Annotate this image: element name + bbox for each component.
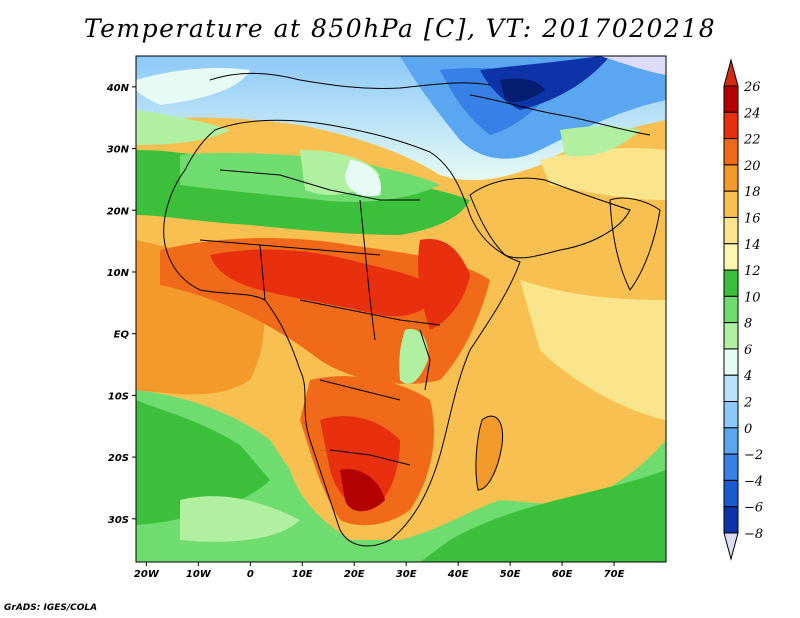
colorbar-label: 2 <box>743 396 752 411</box>
colorbar-swatch <box>723 374 739 403</box>
map-title: Temperature at 850hPa [C], VT: 201702021… <box>83 14 717 43</box>
credit-text: GrADS: IGES/COLA <box>4 603 98 613</box>
x-tick-label: 40E <box>447 569 469 580</box>
colorbar-label: −4 <box>744 474 763 489</box>
y-tick-label: EQ <box>114 330 130 341</box>
y-tick-label: 30N <box>107 145 130 156</box>
coastlines-borders <box>163 72 661 547</box>
x-axis: 20W 10W 0 10E 20E 30E 40E 50E 60E 70E <box>134 562 625 580</box>
colorbar-swatch <box>723 190 739 218</box>
colorbar-swatch <box>723 111 739 140</box>
colorbar-label: 8 <box>744 317 752 332</box>
x-tick-label: 60E <box>552 569 573 580</box>
colorbar-swatch <box>723 269 739 297</box>
colorbar-label: 10 <box>744 290 761 305</box>
colorbar-label: 20 <box>743 159 761 174</box>
plot-frame <box>135 55 667 563</box>
x-tick-label: 0 <box>247 569 254 580</box>
y-tick-label: 40N <box>106 83 130 94</box>
colorbar-label: 24 <box>743 106 761 121</box>
colorbar-below-triangle <box>723 532 739 561</box>
y-tick-label: 20N <box>107 206 130 217</box>
x-tick-label: 30E <box>396 569 417 580</box>
colorbar-label: 14 <box>744 238 761 253</box>
colorbar-swatch <box>723 85 739 113</box>
y-tick-label: 20S <box>108 453 129 464</box>
colorbar-label: −6 <box>744 501 763 516</box>
colorbar-label: 0 <box>744 422 752 437</box>
colorbar-swatch <box>723 138 739 166</box>
colorbar-swatch <box>723 243 739 271</box>
x-tick-label: 20W <box>134 569 160 580</box>
colorbar-swatch <box>723 453 739 481</box>
colorbar-label: 6 <box>744 343 752 358</box>
colorbar-swatch <box>723 164 739 192</box>
colorbar-label: 26 <box>743 80 761 95</box>
colorbar-swatch <box>723 401 739 429</box>
y-axis: 40N 30N 20N 10N EQ 10S 20S 30S <box>106 83 136 526</box>
colorbar-swatch <box>723 348 739 376</box>
x-tick-label: 10W <box>186 569 212 580</box>
colorbar-swatch <box>723 322 739 350</box>
colorbar-label: 18 <box>744 185 761 200</box>
x-tick-label: 50E <box>500 569 521 580</box>
x-tick-label: 70E <box>604 569 625 580</box>
colorbar-swatch <box>723 216 739 245</box>
colorbar-swatch <box>723 506 739 534</box>
temperature-field <box>136 56 666 562</box>
colorbar-swatch <box>723 479 739 508</box>
y-tick-label: 10S <box>108 391 129 402</box>
y-tick-label: 10N <box>107 268 130 279</box>
colorbar-swatch <box>723 295 739 324</box>
colorbar-label: −2 <box>744 448 763 463</box>
colorbar-above-triangle <box>723 58 739 87</box>
colorbar-label: 16 <box>744 211 761 226</box>
colorbar-label: 22 <box>743 133 761 148</box>
colorbar-label: 12 <box>744 264 761 279</box>
x-tick-label: 10E <box>292 569 313 580</box>
colorbar-swatch <box>723 427 739 455</box>
colorbar-label: −8 <box>744 527 763 542</box>
colorbar-label: 4 <box>743 369 752 384</box>
x-tick-label: 20E <box>344 569 365 580</box>
y-tick-label: 30S <box>108 515 129 526</box>
